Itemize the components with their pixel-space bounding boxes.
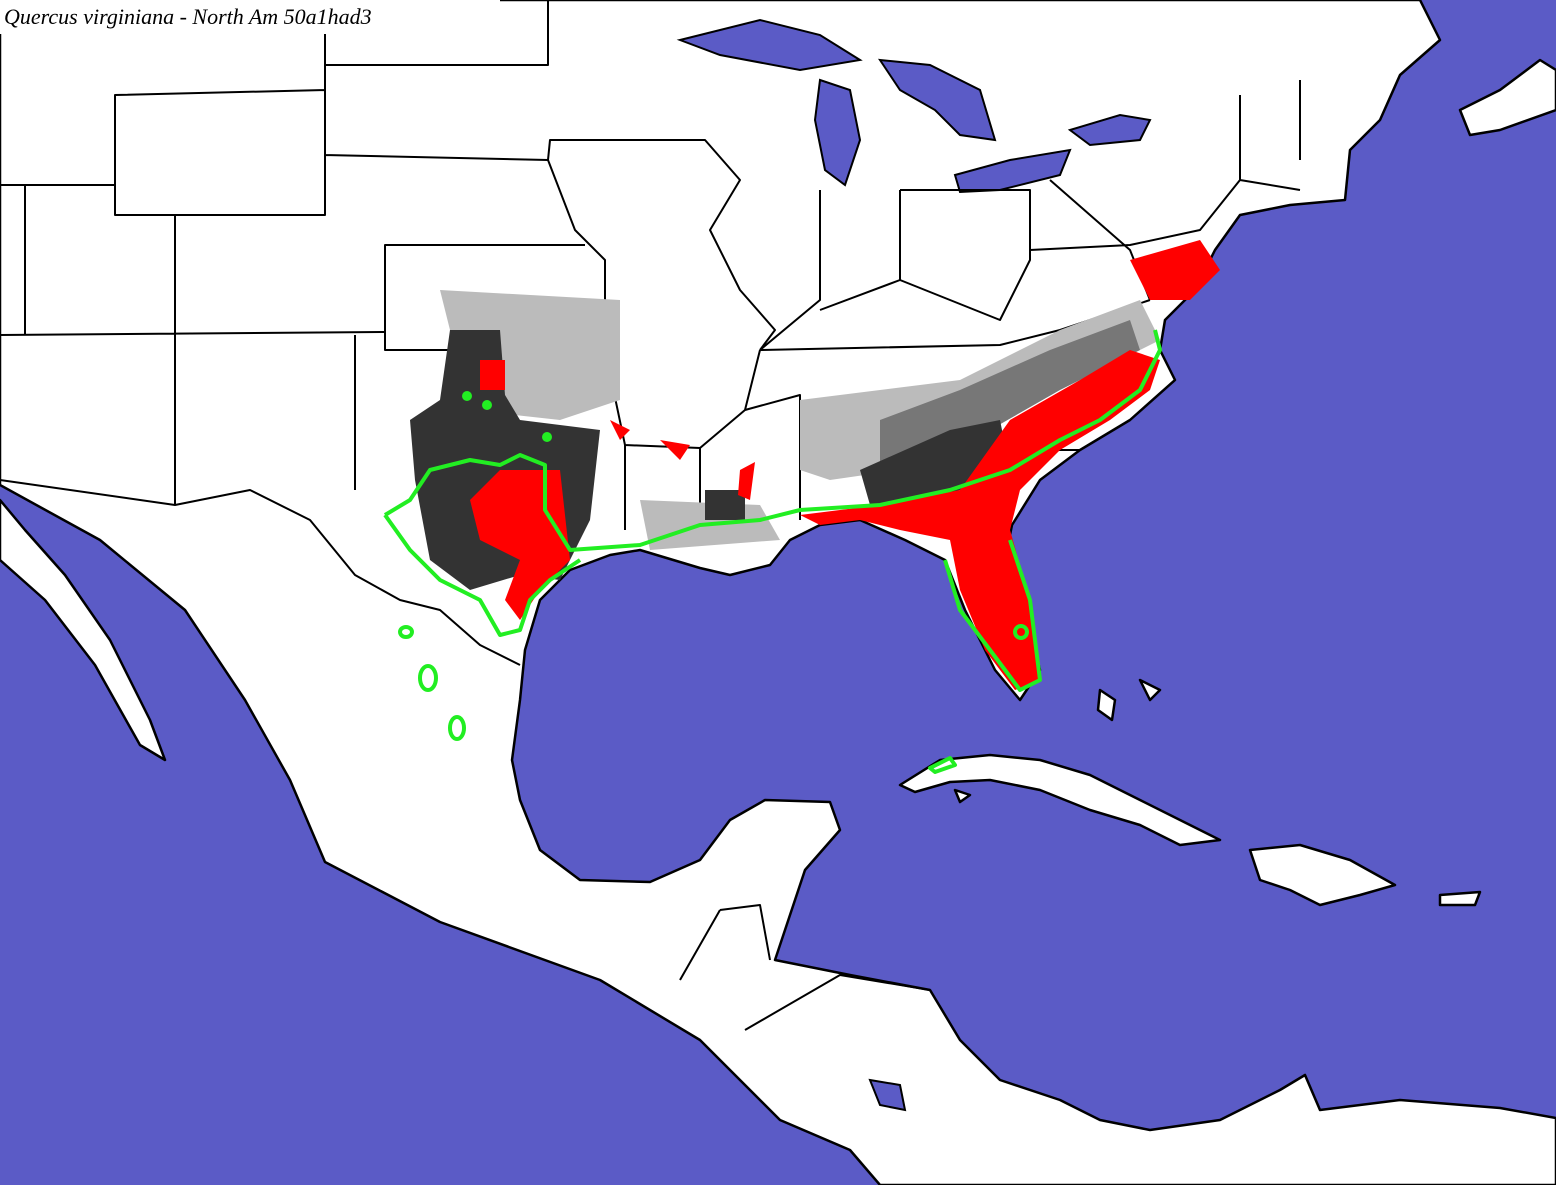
range-point (482, 400, 492, 410)
range-outline (383, 329, 1162, 774)
lake (813, 78, 862, 187)
lake (868, 1078, 907, 1112)
suitability-low (440, 290, 1160, 550)
land (1458, 58, 1556, 137)
lake (953, 148, 1072, 194)
suitability-top (470, 240, 1220, 690)
land (1248, 843, 1397, 907)
range-point (542, 432, 552, 442)
land (0, 498, 167, 762)
lake (877, 58, 997, 142)
map-title: Quercus virginiana - North Am 50a1had3 (4, 4, 372, 29)
range-point (462, 391, 472, 401)
title-backdrop (0, 0, 500, 34)
land (953, 678, 1482, 907)
lake (676, 18, 863, 72)
land (898, 753, 1222, 847)
lake (1067, 113, 1152, 147)
